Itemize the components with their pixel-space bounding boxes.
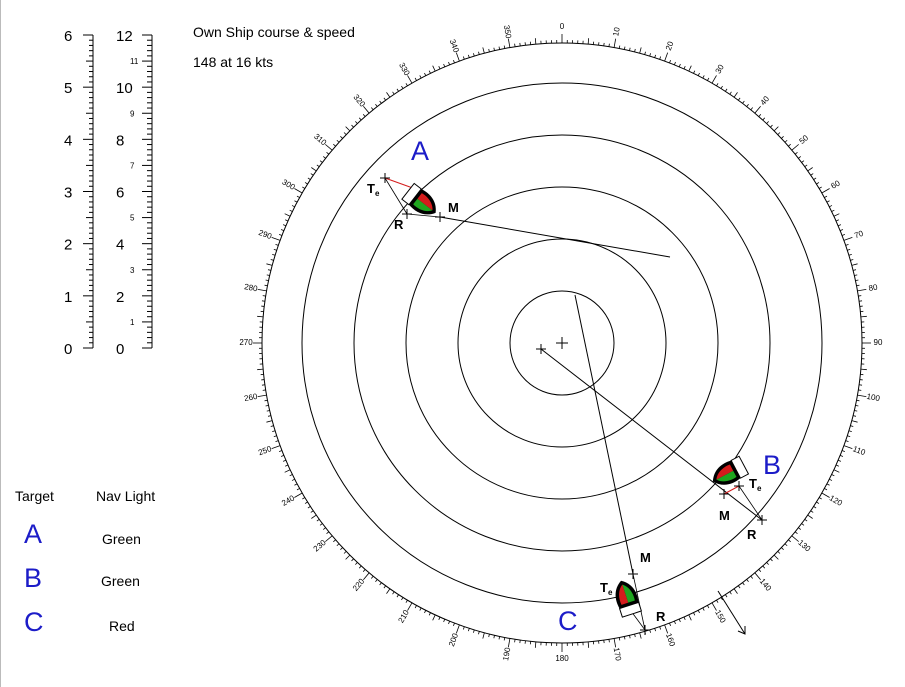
own-ship-marker [556,337,568,349]
bearing-label: 170 [612,647,623,662]
bearing-label: 340 [448,38,461,54]
target-b-m-cross [719,489,729,499]
scale-right-tick-label: 7 [130,161,135,170]
target-b-m-label: M [719,508,730,523]
target-a-m-label: M [448,200,459,215]
bearing-label: 80 [868,282,879,293]
legend-target-header: Target [15,488,54,504]
scale-right-tick-label: 4 [116,237,124,254]
scale-right-tick-label: 12 [116,28,133,45]
target-a: A Te R M [367,136,671,258]
legend-row-a-light: Green [102,531,141,547]
range-ring-5 [301,82,823,604]
target-c-vector-line [632,573,646,631]
scale-left-tick-label: 6 [64,28,72,45]
bearing-label: 100 [866,392,881,403]
scale-right-tick-label: 9 [130,109,135,118]
own-ship-heading-arrow [717,590,746,635]
target-c-label: C [558,606,578,636]
bearing-label: 0 [560,22,565,31]
target-b-label: B [763,450,781,480]
target-b: B Te R M [540,348,781,542]
target-c-te-label: Te [600,580,613,597]
bearing-label: 270 [239,338,253,347]
target-a-te-label: Te [367,181,380,198]
own-ship-course-speed: 148 at 16 kts [193,54,273,70]
target-b-te-cross [734,481,744,491]
scale-left-tick-label: 2 [64,237,72,254]
target-b-vector-line [738,485,763,521]
scale-left-tick-label: 1 [64,289,72,306]
bearing-label: 180 [555,654,569,663]
target-b-te-label: Te [749,476,762,493]
bearing-label: 70 [853,229,865,241]
scale-right-tick-label: 11 [130,57,139,66]
target-a-te-cross [380,173,390,183]
scale-right-tick-label: 3 [130,266,135,275]
range-ring-1 [509,290,615,396]
legend-nav-light-header: Nav Light [96,488,155,504]
target-a-vessel-icon [401,182,436,215]
nav-light-legend: Target Nav Light A Green B Green C Red [15,488,155,637]
bearing-label: 160 [664,632,677,648]
target-c-m-label: M [640,550,651,565]
bearing-label: 280 [244,282,259,293]
legend-row-b-target: B [24,563,42,593]
target-b-vessel-icon [712,455,750,485]
own-ship-title: Own Ship course & speed [193,24,355,40]
legend-row-c-target: C [24,607,44,637]
range-rings [301,82,823,604]
bearing-label: 110 [852,444,868,457]
target-a-relative-motion-line [439,216,671,258]
target-b-red-vector [723,485,740,495]
target-a-vector-line [384,177,408,215]
target-c: C Te R M [558,294,666,636]
target-b-r-cross [757,515,767,525]
bearing-label: 350 [502,24,513,39]
scale-left-tick-label: 3 [64,185,72,202]
bearing-label: 250 [257,444,273,457]
target-c-relative-motion-line [574,294,634,575]
scale-right-tick-label: 10 [116,80,133,97]
bearing-label: 190 [501,646,512,661]
distance-scale-left: 0 1 2 3 4 5 6 [64,28,94,358]
scale-right-tick-label: 8 [116,132,124,149]
scale-right-tick-label: 5 [130,214,135,223]
target-a-rm-line [406,213,441,218]
target-a-r-cross [402,209,412,219]
scale-right-tick-label: 0 [116,341,124,358]
scale-right-tick-label: 6 [116,185,124,202]
target-c-m-cross [628,569,638,579]
bearing-label: 20 [664,40,676,52]
target-a-label: A [411,136,429,166]
range-ring-4 [353,134,771,552]
target-c-r-cross [640,625,650,635]
bearing-label: 290 [257,228,273,241]
range-ring-3 [405,186,719,500]
target-a-r-label: R [394,217,404,232]
scale-left-tick-label: 0 [64,341,72,358]
target-b-relative-motion-line [540,348,763,521]
legend-row-b-light: Green [101,573,140,589]
target-b-r-label: R [747,527,757,542]
scale-right-tick-label: 1 [130,318,135,327]
bearing-label: 90 [874,338,883,347]
target-c-vessel-icon [615,580,643,618]
target-a-m-cross [435,212,445,222]
range-ring-2 [457,238,667,448]
legend-row-a-target: A [24,519,42,549]
target-c-r-label: R [656,609,666,624]
scale-right-tick-label: 2 [116,289,124,306]
scale-left-tick-label: 4 [64,132,72,149]
scale-left-tick-label: 5 [64,80,72,97]
bearing-label: 260 [243,392,258,403]
bearing-label: 200 [447,631,460,647]
bearing-label: 10 [611,26,622,37]
legend-row-c-light: Red [109,618,135,634]
